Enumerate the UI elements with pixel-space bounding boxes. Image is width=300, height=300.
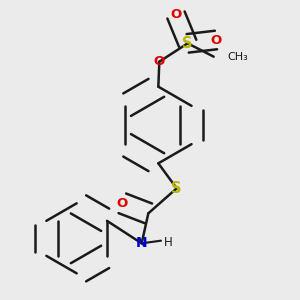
Text: S: S (171, 181, 182, 196)
Text: O: O (154, 55, 165, 68)
Text: N: N (136, 236, 148, 250)
Text: O: O (210, 34, 222, 46)
Text: S: S (182, 36, 193, 51)
Text: O: O (170, 8, 182, 22)
Text: CH₃: CH₃ (228, 52, 248, 62)
Text: O: O (117, 197, 128, 210)
Text: H: H (164, 236, 172, 248)
